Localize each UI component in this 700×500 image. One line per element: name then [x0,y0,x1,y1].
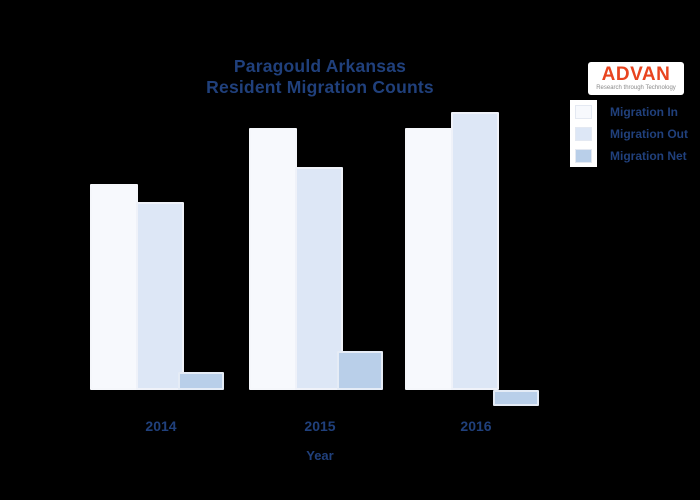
legend-item-migration-net: Migration Net [570,145,687,167]
legend-swatch-icon [575,127,592,141]
bar-migration-in-2016 [405,128,453,390]
legend-label: Migration Net [610,149,687,163]
x-tick-2016: 2016 [460,418,492,434]
x-tick-2015: 2015 [304,418,336,434]
x-tick-2014: 2014 [145,418,177,434]
x-axis-title: Year [306,448,334,463]
bar-migration-net-2016 [493,390,539,406]
chart-title: Paragould Arkansas Resident Migration Co… [85,56,555,98]
bar-migration-out-2015 [295,167,343,390]
chart-title-line1: Paragould Arkansas [233,56,407,76]
advan-logo: ADVAN Research through Technology [588,62,684,95]
bar-migration-out-2016 [451,112,499,390]
legend-label: Migration Out [610,127,688,141]
advan-logo-tagline: Research through Technology [596,85,676,91]
legend-item-migration-out: Migration Out [570,123,688,145]
legend-swatch-icon [575,149,592,163]
legend-swatch-icon [575,105,592,119]
legend-item-migration-in: Migration In [570,101,678,123]
chart-legend: Migration In Migration Out Migration Net [570,100,695,170]
advan-logo-wordmark: ADVAN [601,64,671,85]
legend-label: Migration In [610,105,678,119]
bar-migration-net-2015 [337,351,383,390]
bar-migration-out-2014 [136,202,184,390]
chart-title-line2: Resident Migration Counts [206,77,434,97]
bar-migration-in-2015 [249,128,297,390]
bar-migration-in-2014 [90,184,138,390]
bar-migration-net-2014 [178,372,224,390]
